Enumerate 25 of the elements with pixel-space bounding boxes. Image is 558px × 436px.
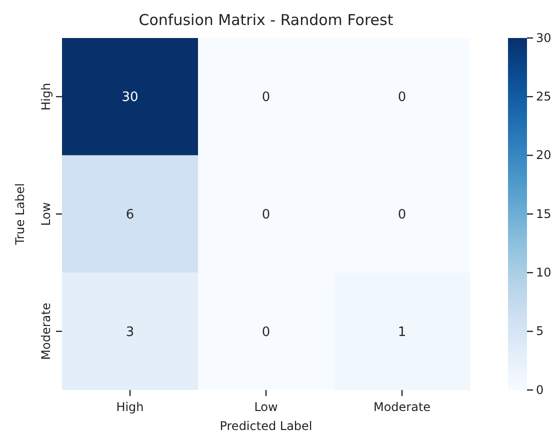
data-label: 0 [262, 324, 270, 340]
data-label: 1 [398, 324, 406, 340]
y-axis-title: True Label [13, 183, 27, 246]
x-tick-label: High [116, 400, 144, 414]
color-bar-label: 10 [536, 266, 552, 280]
y-tick-label: Moderate [39, 302, 53, 360]
x-tick-label: Moderate [373, 400, 431, 414]
color-bar-label: 25 [536, 90, 552, 104]
data-label: 0 [262, 90, 270, 106]
color-bar-label: 15 [536, 206, 552, 221]
color-bar-label: 0 [536, 382, 544, 397]
color-bar-label: 30 [536, 30, 552, 45]
data-label: 0 [398, 90, 406, 106]
data-label: 3 [126, 324, 134, 340]
x-axis-title: Predicted Label [220, 419, 312, 433]
color-bar-label: 20 [536, 148, 552, 162]
data-label: 0 [262, 208, 270, 223]
data-label: 6 [126, 208, 134, 223]
y-tick-label: High [39, 82, 53, 110]
y-tick-label: Low [39, 202, 53, 226]
data-label: 30 [122, 90, 138, 106]
x-tick-label: Low [254, 400, 278, 414]
data-label: 0 [398, 208, 406, 223]
color-bar-label: 5 [536, 324, 544, 338]
chart-title: Confusion Matrix - Random Forest [138, 11, 394, 29]
